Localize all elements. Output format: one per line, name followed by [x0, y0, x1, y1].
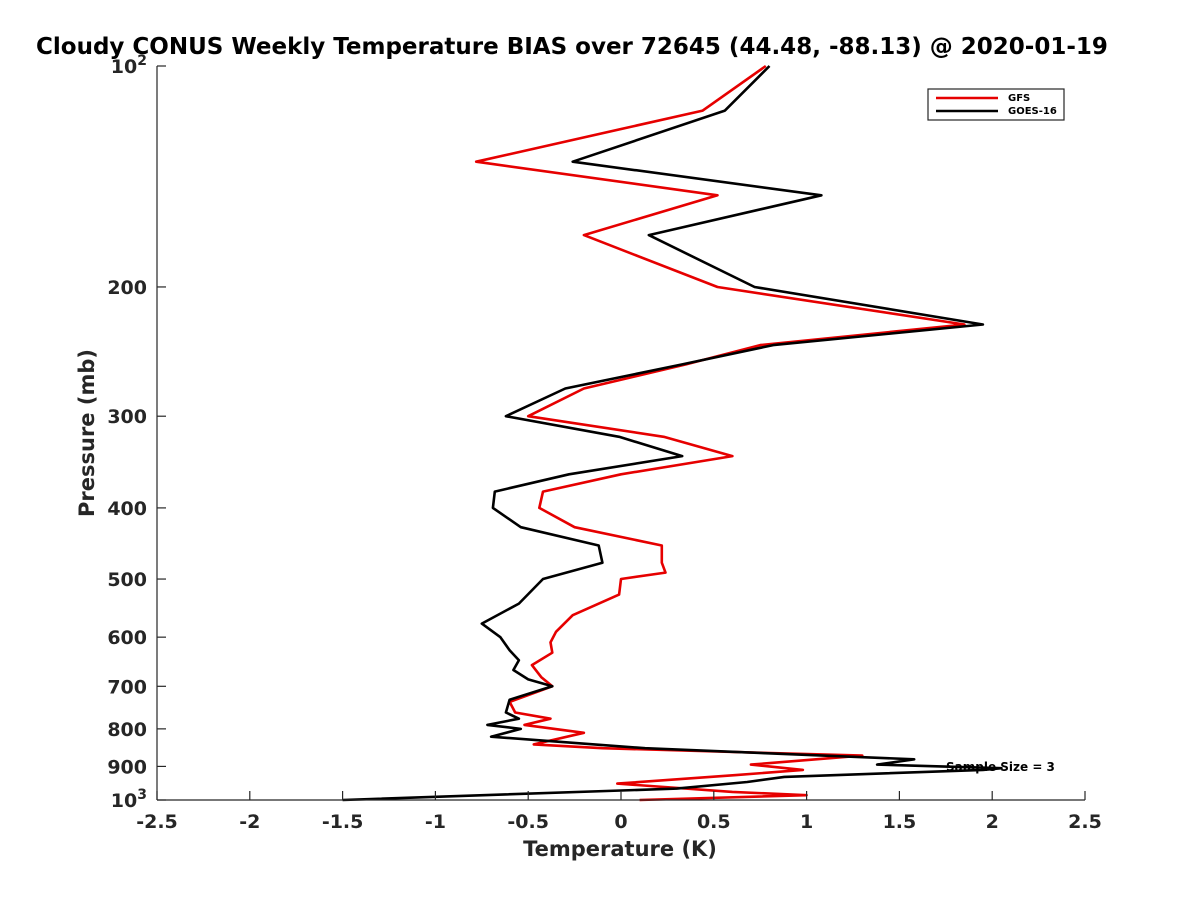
legend: GFS GOES-16 — [927, 88, 1065, 121]
x-tick-label: -2.5 — [136, 811, 178, 833]
x-tick-label: -0.5 — [507, 811, 549, 833]
legend-label-goes-16: GOES-16 — [1008, 106, 1057, 117]
x-tick-label: 1 — [800, 811, 813, 833]
plot-lines — [342, 64, 1003, 802]
x-tick-label: -1.5 — [322, 811, 364, 833]
y-tick-label: 400 — [107, 498, 147, 520]
x-axis-ticks: -2.5 -2 -1.5 -1 -0.5 0 0.5 1 1.5 2 2.5 — [136, 791, 1102, 833]
x-axis-label: Temperature (K) — [523, 837, 717, 861]
y-axis-ticks: 102 200 300 400 500 600 700 800 900 103 — [107, 53, 166, 812]
y-tick-label: 200 — [107, 277, 147, 299]
x-tick-label: 1.5 — [883, 811, 917, 833]
y-tick-label: 300 — [107, 406, 147, 428]
y-tick-label: 900 — [107, 756, 147, 778]
x-tick-label: 0.5 — [697, 811, 731, 833]
legend-label-gfs: GFS — [1008, 93, 1030, 104]
chart-title: Cloudy CONUS Weekly Temperature BIAS ove… — [36, 34, 1108, 60]
x-tick-label: -1 — [425, 811, 446, 833]
y-tick-label: 102 — [111, 53, 147, 78]
y-tick-label: 103 — [111, 787, 147, 812]
y-tick-label: 500 — [107, 569, 147, 591]
series-line-goes-16 — [342, 65, 1003, 802]
y-axis-label: Pressure (mb) — [75, 349, 99, 517]
series-line-gfs — [474, 64, 966, 802]
y-tick-label: 600 — [107, 627, 147, 649]
x-tick-label: 2.5 — [1068, 811, 1102, 833]
sample-size-annotation: Sample Size = 3 — [946, 760, 1055, 774]
y-tick-label: 700 — [107, 676, 147, 698]
legend-box — [927, 88, 1065, 121]
x-tick-label: -2 — [239, 811, 260, 833]
x-tick-label: 0 — [614, 811, 627, 833]
y-tick-label: 800 — [107, 719, 147, 741]
x-tick-label: 2 — [986, 811, 999, 833]
